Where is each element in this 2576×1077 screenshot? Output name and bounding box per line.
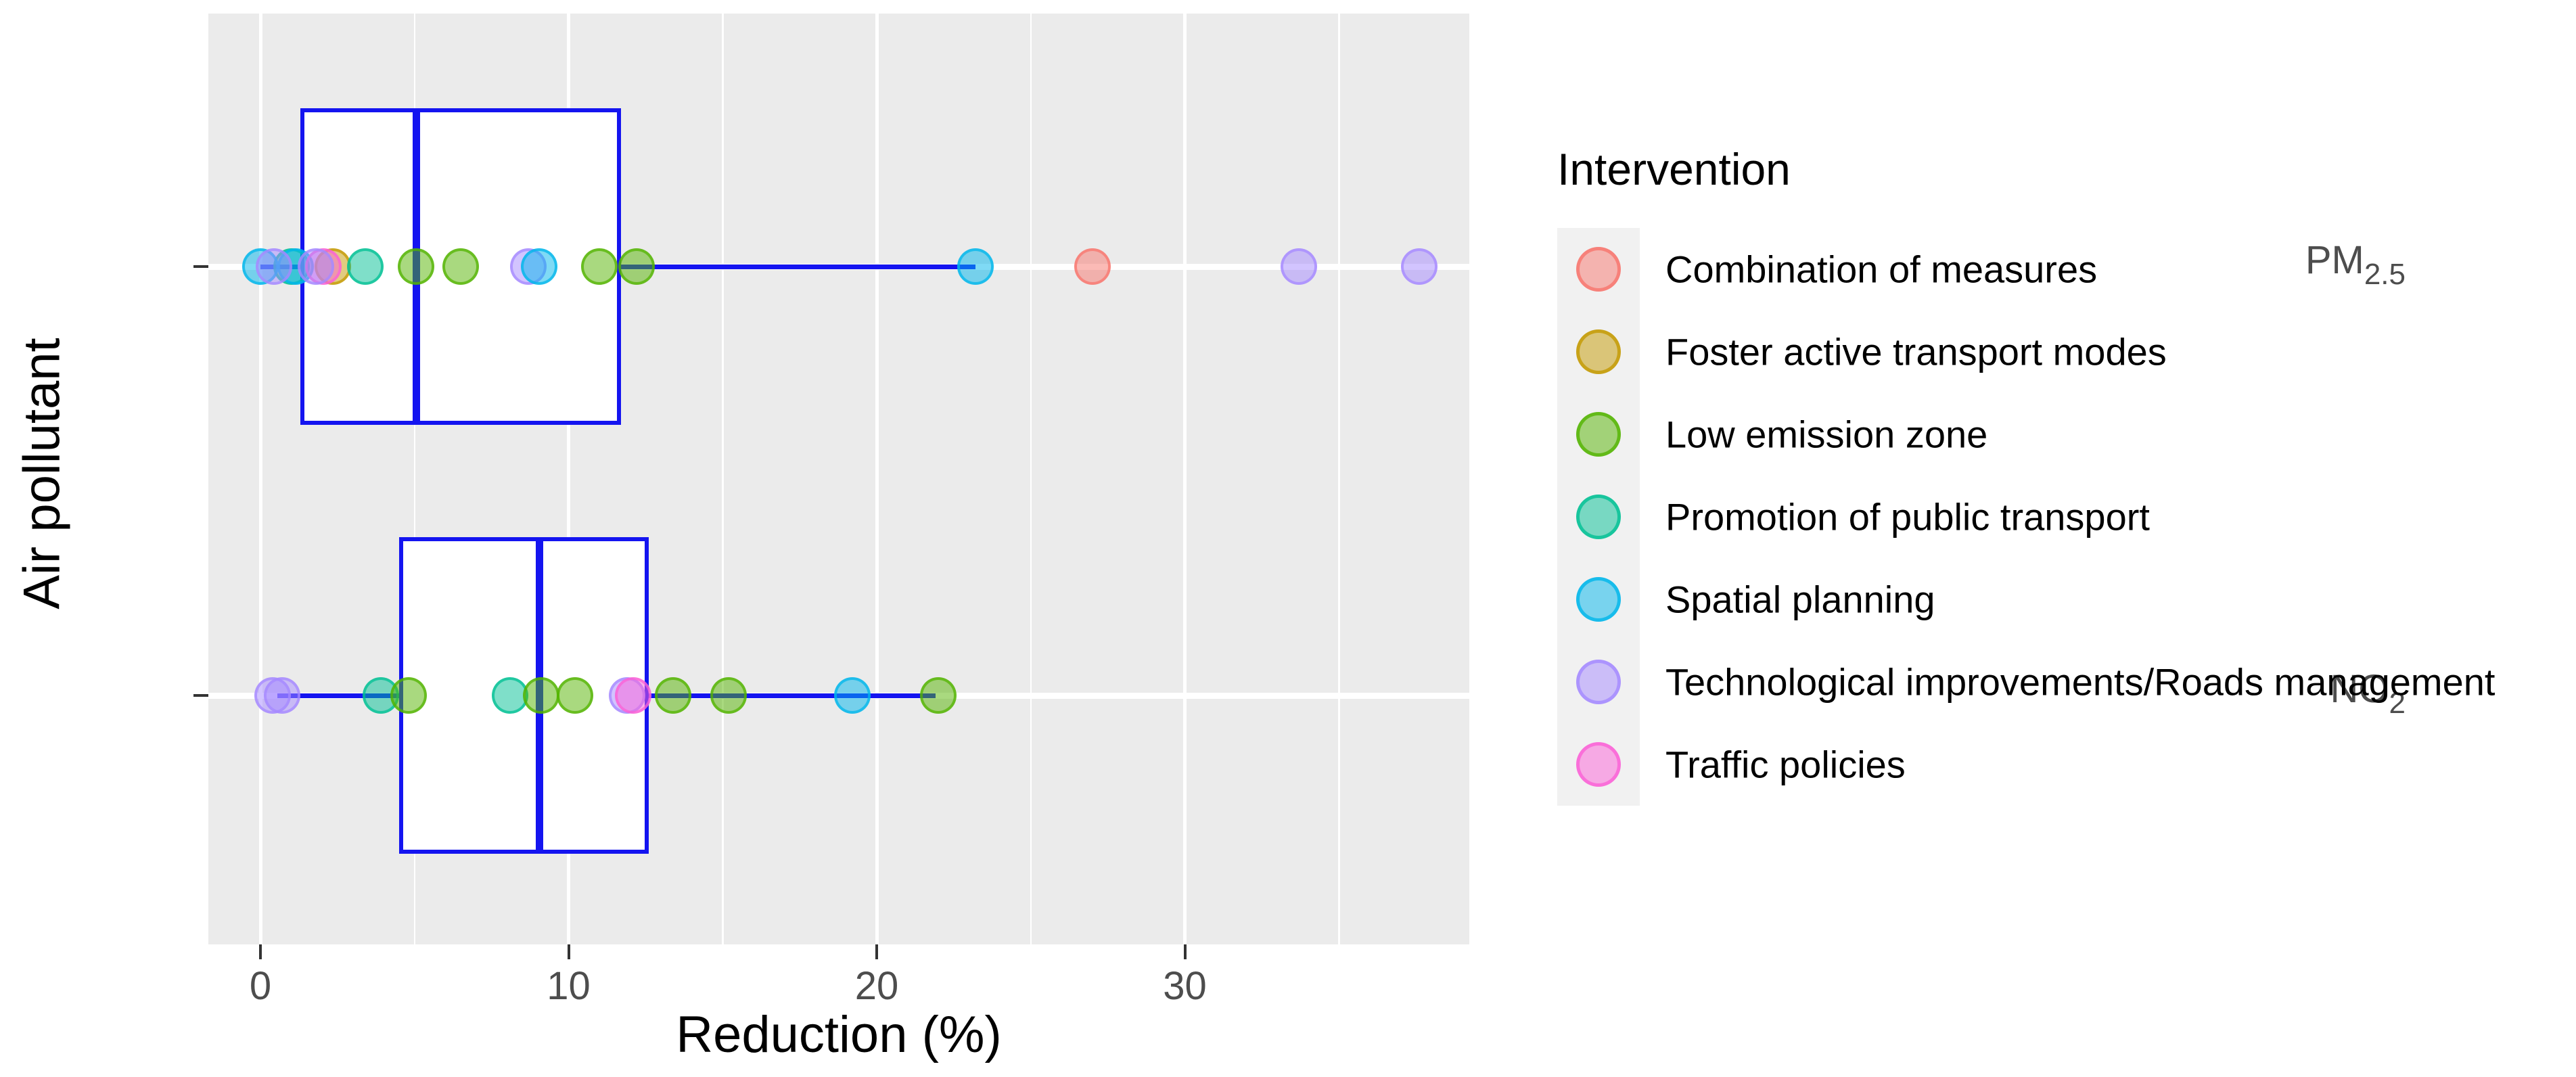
legend-label-promotion: Promotion of public transport [1665,495,2150,538]
data-point-low [442,248,480,285]
y-axis-tick [193,694,208,697]
data-point-low [655,677,692,714]
x-axis-tick [259,944,262,959]
legend-label-tech: Technological improvements/Roads managem… [1665,660,2496,704]
x-axis-title: Reduction (%) [676,1006,1002,1063]
gridline-minor [1030,14,1032,944]
data-point-spatial [957,248,994,285]
legend-dot-traffic [1576,742,1621,787]
legend-label-spatial: Spatial planning [1665,578,1935,621]
y-axis-tick [193,265,208,268]
legend-label-combination: Combination of measures [1665,248,2098,291]
data-point-spatial [521,248,558,285]
data-point-tech [1281,248,1318,285]
gridline-minor [722,14,724,944]
x-tick-label: 10 [547,964,591,1008]
data-point-tech [256,248,293,285]
data-point-traffic [615,677,652,714]
data-point-spatial [833,677,871,714]
legend-dot-combination [1576,247,1621,292]
y-axis-title: Air pollutant [13,338,71,610]
y-category-label-main: NO [2330,666,2389,711]
boxplot-whisker-high [648,693,936,698]
boxplot-whisker-high [620,264,975,269]
data-point-tech [263,677,300,714]
x-axis-tick [1183,944,1187,959]
legend-dot-low [1576,412,1621,457]
y-category-label-no2: NO2 [2330,666,2406,720]
data-point-low [390,677,427,714]
y-category-label-pm25: PM2.5 [2305,237,2406,292]
x-axis-tick [567,944,570,959]
data-point-low [522,677,559,714]
gridline-major [1183,14,1187,944]
boxplot-whisker-low [277,693,399,698]
y-category-label-main: PM [2305,237,2364,282]
legend-title: Intervention [1557,144,1791,194]
data-point-low [710,677,748,714]
gridline-major [258,14,262,944]
legend-dot-promotion [1576,495,1621,539]
data-point-low [920,677,957,714]
data-point-tech [1400,248,1438,285]
legend-dot-spatial [1576,577,1621,622]
data-point-combination [1074,248,1111,285]
data-point-low [556,677,593,714]
gridline-minor [413,14,415,944]
data-point-promotion [346,248,384,285]
x-tick-label: 20 [854,964,899,1008]
legend-dot-tech [1576,660,1621,704]
x-axis-tick [875,944,878,959]
gridline-minor [1338,14,1340,944]
data-point-promotion [491,677,528,714]
legend-label-low: Low emission zone [1665,413,1988,456]
data-point-tech [297,248,334,285]
y-category-label-subscript: 2.5 [2364,257,2406,291]
data-point-low [618,248,655,285]
x-tick-label: 0 [249,964,272,1008]
data-point-low [581,248,618,285]
y-category-label-subscript: 2 [2389,686,2406,720]
gridline-major [875,14,879,944]
legend-dot-foster [1576,329,1621,374]
data-point-low [398,248,435,285]
legend-label-foster: Foster active transport modes [1665,330,2167,373]
x-tick-label: 30 [1163,964,1207,1008]
gridline-major [567,14,570,944]
legend-label-traffic: Traffic policies [1665,743,1906,786]
